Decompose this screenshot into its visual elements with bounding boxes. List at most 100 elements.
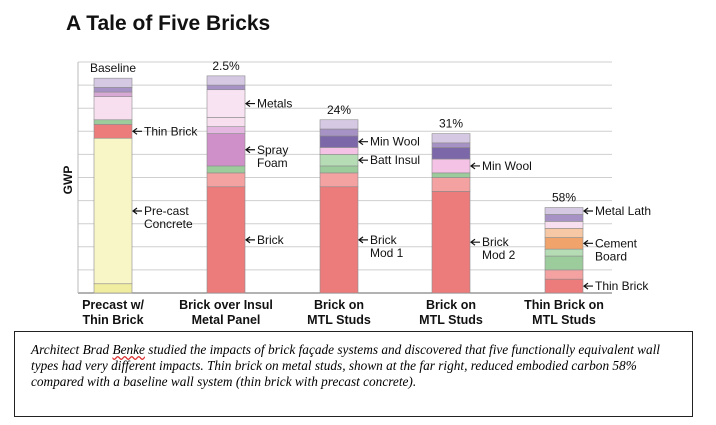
annotation-arrow [245, 146, 255, 154]
annotation-arrow [470, 162, 480, 170]
bar-segment [93, 96, 133, 121]
bar-segment [93, 91, 133, 97]
bar-segment [319, 147, 359, 155]
annotation-arrow [470, 238, 480, 246]
annotation-text: Brick [482, 235, 510, 249]
annotation-text: Cement [595, 236, 638, 250]
annotation-arrow [245, 236, 255, 244]
bar-segment [544, 255, 584, 271]
annotation: Min Wool [358, 135, 420, 149]
x-tick-label: Thin Brick [82, 313, 143, 327]
caption-box: Architect Brad Benke studied the impacts… [14, 331, 693, 417]
bar-segment [431, 147, 471, 160]
annotation-arrow [358, 138, 368, 146]
bar-3 [319, 119, 359, 294]
stacked-bar-chart: A Tale of Five Bricks GWP Baseline 2.5% 24… [61, 12, 651, 327]
bar-segment [319, 128, 359, 137]
bar-top-label: 31% [439, 117, 463, 131]
annotation-arrow [132, 207, 142, 215]
annotation-text: Batt Insul [370, 153, 420, 167]
annotation-arrow [358, 156, 368, 164]
bar-segment [319, 172, 359, 188]
bar-segment [206, 165, 246, 174]
annotation-text: Thin Brick [144, 124, 198, 138]
annotation: Thin Brick [583, 279, 649, 293]
x-tick-label: Brick on [314, 298, 364, 312]
bar-1 [93, 77, 133, 294]
annotation-text: Mod 2 [482, 248, 516, 262]
bar-segment [431, 158, 471, 174]
x-tick-label: MTL Studs [307, 313, 371, 327]
bar-segment [206, 172, 246, 188]
bars: Baseline 2.5% 24% 31% 58% [90, 59, 584, 294]
annotation-text: Brick [370, 233, 398, 247]
bar-top-label: Baseline [90, 61, 136, 75]
annotation-arrow [132, 127, 142, 135]
annotation-arrow [583, 207, 593, 215]
x-tick-label: Precast w/ [82, 298, 144, 312]
x-axis-labels: Precast w/Thin Brick Brick over InsulMeta… [82, 298, 604, 327]
bar-segment [93, 77, 133, 88]
annotation-text: Foam [257, 156, 288, 170]
bar-top-label: 24% [327, 103, 351, 117]
annotation-text: Brick [257, 233, 285, 247]
x-tick-label: Brick on [426, 298, 476, 312]
annotation-text: Min Wool [482, 159, 532, 173]
annotation: Thin Brick [132, 124, 198, 138]
bar-segment [319, 165, 359, 174]
bar-segment [544, 278, 584, 294]
bar-segment [544, 214, 584, 222]
bar-2 [206, 75, 246, 294]
annotation: Brick [245, 233, 285, 247]
bar-4 [431, 133, 471, 294]
bar-segment [544, 269, 584, 280]
caption-text-end: studied the impacts of brick façade syst… [31, 342, 660, 389]
annotation: Batt Insul [358, 153, 420, 167]
annotation-text: Spray [257, 143, 288, 157]
annotation-text: Thin Brick [595, 279, 649, 293]
bar-top-label: 58% [552, 191, 576, 205]
bar-5 [544, 207, 584, 294]
caption-author-name: Benke [112, 342, 145, 357]
annotation-text: Mod 1 [370, 246, 404, 260]
annotation-text: Metals [257, 97, 292, 111]
bar-segment [319, 186, 359, 294]
bar-segment [206, 126, 246, 134]
caption-text-start: Architect Brad [31, 342, 113, 357]
bar-segment [431, 191, 471, 294]
bar-segment [206, 186, 246, 294]
bar-segment [544, 207, 584, 215]
annotation-arrow [245, 100, 255, 108]
annotation: Metal Lath [583, 204, 651, 218]
annotation: Metals [245, 97, 292, 111]
annotation-text: Min Wool [370, 135, 420, 149]
bar-segment [544, 228, 584, 238]
bar-segment [93, 124, 133, 139]
bar-segment [319, 154, 359, 167]
bar-segment [206, 117, 246, 127]
bar-segment [431, 172, 471, 178]
x-tick-label: Metal Panel [192, 313, 261, 327]
annotation-arrow [583, 239, 593, 247]
x-tick-label: MTL Studs [419, 313, 483, 327]
bar-segment [93, 283, 133, 294]
bar-segment [319, 119, 359, 130]
bar-segment [544, 248, 584, 257]
bar-segment [206, 84, 246, 91]
annotation-arrow [358, 236, 368, 244]
bar-segment [93, 87, 133, 93]
bar-segment [319, 135, 359, 148]
annotation-text: Concrete [144, 217, 193, 231]
x-tick-label: Brick over Insul [179, 298, 273, 312]
annotation-text: Board [595, 249, 627, 263]
annotation-arrow [583, 282, 593, 290]
bar-segment [206, 133, 246, 167]
bar-segment [544, 221, 584, 229]
bar-top-label: 2.5% [212, 59, 240, 73]
x-tick-label: Thin Brick on [524, 298, 604, 312]
